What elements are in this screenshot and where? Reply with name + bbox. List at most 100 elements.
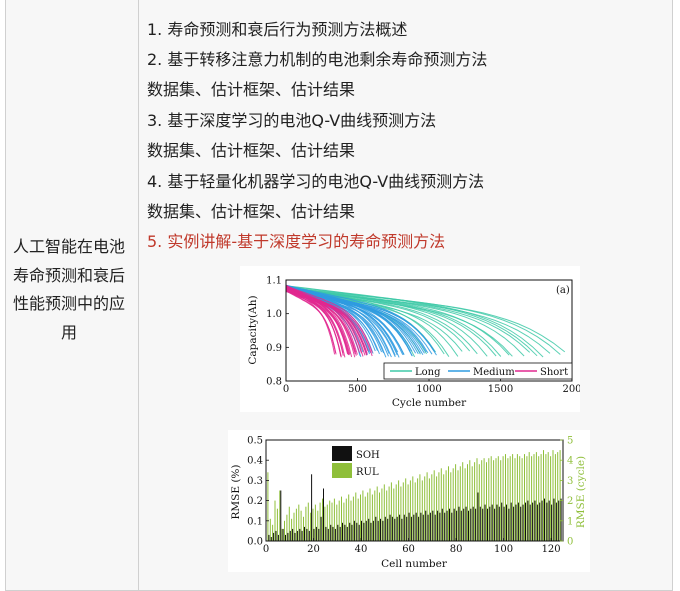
rul-bar [421,480,423,541]
soh-bar [489,506,491,541]
y-axis-label-right: RMSE (cycle) [575,456,587,528]
rul-bar [281,528,283,541]
rul-bar [326,504,328,541]
soh-bar [546,502,548,541]
soh-bar [487,508,488,541]
y-tick-label: 0.8 [266,377,282,388]
soh-bar [410,516,412,541]
rul-bar [469,460,471,541]
rul-bar [291,518,293,541]
soh-bar [477,492,479,541]
soh-bar [353,520,355,541]
soh-bar [525,502,526,541]
legend: Long Medium Short [383,362,573,380]
rul-bar [438,472,440,541]
soh-bar [541,500,543,541]
x-tick-label: 1500 [488,384,513,395]
rul-bar [495,458,497,541]
x-tick-label: 60 [402,544,415,555]
rul-bar [497,456,499,541]
soh-bar [315,526,317,541]
y-tick-label: 1.0 [266,309,282,320]
y-tick-label: 0.0 [247,537,263,548]
soh-bar [311,474,313,541]
soh-bar [323,488,324,541]
rul-bar [559,450,561,541]
soh-bar [377,520,379,541]
soh-bar [453,508,455,541]
soh-bar [513,506,515,541]
soh-bar [475,508,477,541]
rul-bar [481,460,483,541]
rul-bar [355,492,357,541]
rul-bar [521,458,523,541]
rul-bar [336,504,338,541]
rul-bar [519,456,521,541]
y-tick-label-right: 0 [567,537,573,548]
soh-bar [277,534,279,541]
soh-bar [308,530,310,541]
soh-bar [370,522,372,541]
rul-bar [395,484,397,541]
soh-bar [306,528,308,541]
legend-swatch-soh [332,446,352,461]
rul-bar [364,496,366,541]
rul-bar [269,518,271,541]
rul-bar [524,454,525,541]
rul-bar [436,476,438,541]
soh-bar [539,502,541,541]
rul-bar [419,474,421,541]
rul-bar [386,490,388,541]
legend-label-soh: SOH [356,450,380,461]
soh-bar [408,512,410,541]
soh-bar [327,528,329,541]
x-axis-label: Cell number [381,558,448,570]
rul-bar [407,484,409,541]
rul-bar [388,486,390,541]
capacity-curve-short [285,289,373,357]
soh-bar [501,502,503,541]
soh-bar [363,522,365,541]
y-tick-label: 0.2 [247,496,263,507]
soh-bar [451,512,453,541]
soh-bar [372,520,374,541]
outline-subitem-4: 数据集、估计框架、估计结果 [147,202,356,221]
soh-bar [510,502,512,541]
capacity-curve-long [285,287,566,353]
y-tick-label-right: 3 [567,476,573,487]
soh-bar [434,514,436,541]
soh-bar [460,510,462,541]
rul-bar [298,504,300,541]
soh-bar [406,516,408,541]
soh-bar [337,524,339,541]
soh-bar [401,518,403,541]
soh-bar [529,504,531,541]
rul-bar [343,502,345,541]
soh-bar [415,512,417,541]
soh-bar [313,528,315,541]
outline-subitem-2: 数据集、估计框架、估计结果 [147,80,356,99]
soh-bar [339,526,341,541]
x-tick-label: 0 [283,384,289,395]
soh-bar [391,516,393,541]
soh-bar [356,522,358,541]
rul-bar [457,470,459,541]
legend: SOH RUL [332,446,380,478]
rul-bar [405,478,407,541]
soh-bar [342,522,343,541]
rul-bar [424,476,426,541]
soh-bar [365,520,367,541]
rul-bar [286,514,288,541]
rul-bar [471,466,473,541]
rul-bar [467,464,468,541]
soh-bar [527,500,529,541]
soh-bar [449,508,450,541]
x-tick-label: 100 [494,544,513,555]
soh-bar [294,532,296,541]
soh-bar [399,514,401,541]
rul-bar [500,460,502,541]
soh-bar [289,530,291,541]
soh-bar [506,504,507,541]
soh-bar [273,532,275,541]
rul-bar [398,480,400,541]
